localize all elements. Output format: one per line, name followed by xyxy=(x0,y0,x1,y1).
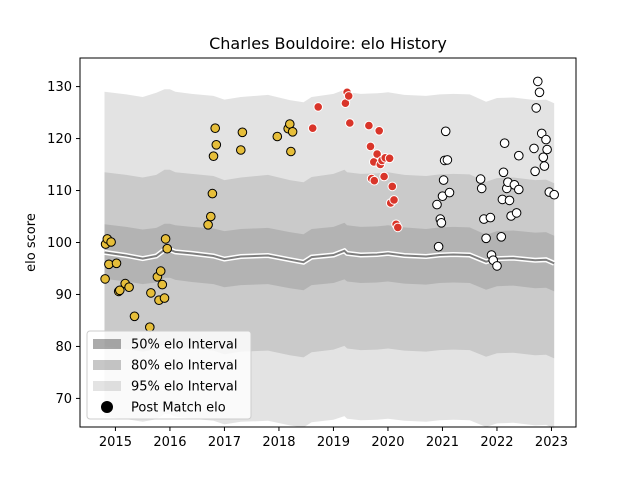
y-tick-label: 70 xyxy=(55,392,72,407)
data-point xyxy=(492,261,502,271)
y-tick-label: 90 xyxy=(55,288,72,303)
legend: 50% elo Interval 80% elo Interval 95% elo … xyxy=(86,330,252,420)
data-point xyxy=(384,153,395,164)
chart-title: Charles Bouldoire: elo History xyxy=(209,34,447,53)
data-point xyxy=(162,243,172,254)
data-point xyxy=(286,146,296,157)
data-point xyxy=(549,189,560,200)
data-point xyxy=(272,131,283,142)
data-point xyxy=(369,175,380,186)
data-point xyxy=(440,126,451,137)
data-point xyxy=(539,161,550,171)
x-tick-label: 2019 xyxy=(317,435,350,450)
post-match-points xyxy=(100,76,560,333)
y-tick-label: 120 xyxy=(47,132,72,147)
x-tick-label: 2020 xyxy=(371,435,404,450)
data-point xyxy=(365,141,376,152)
data-point xyxy=(345,118,355,128)
data-point xyxy=(211,140,222,150)
data-point xyxy=(432,199,442,210)
data-point xyxy=(236,145,246,155)
legend-swatch xyxy=(93,360,121,370)
data-point xyxy=(514,184,524,195)
data-point xyxy=(433,241,444,252)
y-tick-label: 100 xyxy=(47,236,72,251)
data-point xyxy=(444,187,455,198)
x-tick-label: 2018 xyxy=(262,435,295,450)
data-point xyxy=(145,322,155,333)
legend-box xyxy=(86,330,252,420)
y-tick-label: 110 xyxy=(47,184,72,199)
data-point xyxy=(111,258,122,269)
y-axis-label: elo score xyxy=(24,213,39,272)
data-point xyxy=(533,76,543,87)
data-point xyxy=(210,123,220,133)
data-point xyxy=(542,144,552,155)
data-point xyxy=(208,151,219,161)
x-tick-label: 2023 xyxy=(535,435,568,450)
data-point xyxy=(531,103,542,113)
data-point xyxy=(157,279,168,290)
data-point xyxy=(438,175,449,185)
data-point xyxy=(514,150,524,161)
y-axis-ticks: 70 80 90 100 110 120 130 xyxy=(47,80,80,407)
legend-swatch xyxy=(93,381,121,391)
data-point xyxy=(160,234,171,244)
data-point xyxy=(372,149,382,159)
data-point xyxy=(534,87,545,98)
data-point xyxy=(485,212,496,223)
data-point xyxy=(206,211,216,222)
data-point xyxy=(496,232,507,242)
x-tick-label: 2016 xyxy=(153,435,186,450)
data-point xyxy=(389,195,399,205)
data-point xyxy=(387,181,398,192)
data-point xyxy=(343,91,354,101)
data-point xyxy=(124,282,134,293)
data-point xyxy=(436,218,447,228)
data-point xyxy=(287,127,298,137)
x-tick-label: 2015 xyxy=(99,435,132,450)
data-point xyxy=(106,237,116,247)
data-point xyxy=(538,152,549,163)
legend-swatch xyxy=(93,339,121,349)
data-point xyxy=(307,123,318,133)
data-point xyxy=(475,174,486,184)
data-point xyxy=(129,311,140,322)
data-point xyxy=(115,285,125,296)
data-point xyxy=(442,155,453,165)
legend-label: Post Match elo xyxy=(131,401,226,416)
data-point xyxy=(237,127,248,138)
data-point xyxy=(504,195,515,206)
data-point xyxy=(499,138,510,148)
data-point xyxy=(159,293,170,303)
data-point xyxy=(530,166,540,177)
data-point xyxy=(146,288,156,298)
legend-label: 80% elo Interval xyxy=(131,359,238,374)
x-tick-label: 2022 xyxy=(480,435,513,450)
data-point xyxy=(393,222,403,233)
legend-marker xyxy=(101,401,113,413)
legend-label: 50% elo Interval xyxy=(131,338,238,353)
data-point xyxy=(498,167,509,178)
data-point xyxy=(155,266,166,276)
data-point xyxy=(313,102,324,112)
data-point xyxy=(511,208,522,218)
data-point xyxy=(541,134,551,145)
data-point xyxy=(203,220,213,230)
x-tick-label: 2021 xyxy=(426,435,459,450)
x-axis-ticks: 2015 2016 2017 2018 2019 2020 2021 2022 2023 xyxy=(99,427,568,450)
data-point xyxy=(529,143,539,154)
x-tick-label: 2017 xyxy=(208,435,241,450)
y-tick-label: 80 xyxy=(55,340,72,355)
data-point xyxy=(481,233,491,244)
data-point xyxy=(476,183,487,194)
y-tick-label: 130 xyxy=(47,80,72,95)
data-point xyxy=(207,188,218,199)
legend-label: 95% elo Interval xyxy=(131,380,238,395)
data-point xyxy=(364,120,374,131)
data-point xyxy=(379,171,389,182)
data-point xyxy=(374,126,385,136)
data-point xyxy=(100,274,110,284)
